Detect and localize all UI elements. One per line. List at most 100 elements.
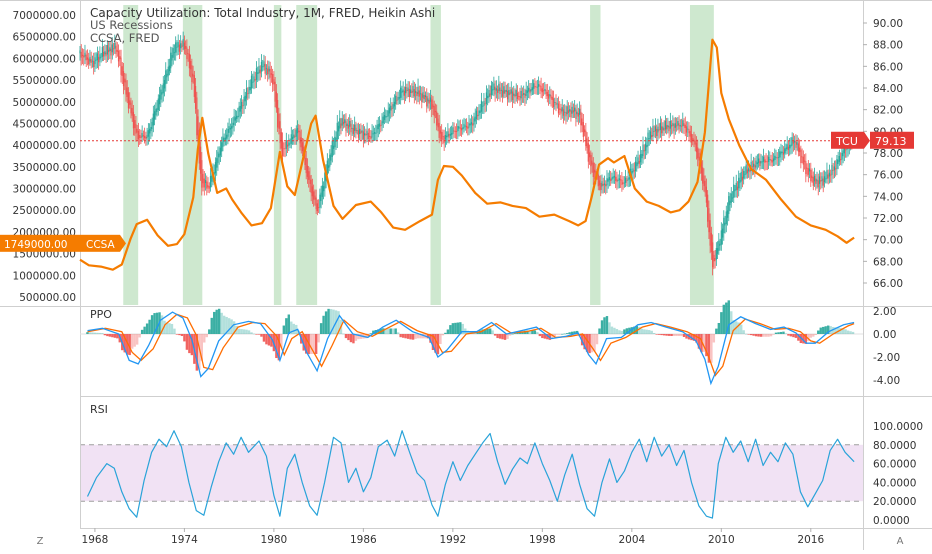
candle-body	[716, 248, 719, 254]
ppo-histogram-bar	[282, 325, 286, 334]
candle-body	[85, 54, 87, 61]
candle-body	[668, 126, 670, 132]
candle-body	[401, 91, 403, 93]
candle-body	[153, 111, 156, 120]
ppo-histogram-bar	[501, 334, 504, 340]
ppo-line[interactable]	[87, 311, 855, 386]
tcu-axis-tick: 66.00	[873, 278, 903, 290]
candle-body	[356, 130, 358, 132]
ppo-histogram-bar	[319, 323, 323, 334]
ppo-histogram-bar	[732, 320, 735, 334]
candle-body	[745, 164, 747, 175]
ppo-histogram-bar	[744, 333, 748, 335]
candle-body	[331, 140, 333, 157]
candle-body	[642, 144, 644, 157]
ppo-histogram-bar	[250, 332, 253, 334]
time-axis-tick: 2016	[797, 534, 824, 546]
candle-body	[229, 127, 231, 130]
candle-body	[286, 144, 289, 147]
ppo-histogram-bar	[317, 334, 320, 343]
candle-body	[689, 131, 691, 137]
zoom-corner-button[interactable]: Z	[37, 536, 44, 547]
candle-body	[610, 178, 612, 181]
candle-body	[536, 86, 538, 88]
candle-body	[648, 138, 650, 140]
ppo-histogram-bar	[608, 322, 611, 334]
candle-body	[126, 87, 128, 97]
candle-body	[805, 161, 807, 175]
candle-body	[454, 130, 456, 132]
candle-body	[720, 230, 722, 245]
ppo-histogram-bar	[762, 334, 765, 337]
ppo-histogram-bar	[208, 329, 211, 334]
candle-body	[314, 195, 316, 200]
ppo-histogram-bar	[851, 331, 855, 334]
ppo-histogram-bar	[712, 334, 716, 343]
candle-body	[406, 90, 408, 92]
candle-body	[741, 176, 744, 181]
candle-body	[270, 73, 272, 75]
candle-body	[115, 45, 117, 55]
candle-body	[743, 171, 745, 179]
candle-body	[413, 89, 415, 97]
candle-body	[749, 169, 751, 173]
ppo-histogram-bar	[685, 334, 688, 339]
ppo-histogram-bar	[834, 327, 837, 334]
candle-body	[581, 118, 583, 126]
ccsa-axis-tick: 3500000.00	[13, 162, 76, 174]
ppo-histogram-bar	[220, 312, 223, 334]
candle-body	[592, 162, 594, 177]
ppo-histogram-bar	[777, 332, 780, 334]
ppo-histogram-bar	[180, 334, 184, 337]
candle-body	[540, 85, 542, 91]
candle-body	[510, 89, 512, 94]
auto-scale-button[interactable]: A	[897, 536, 904, 547]
candle-body	[613, 175, 616, 178]
candle-body	[388, 107, 391, 114]
candle-body	[463, 123, 465, 129]
candle-body	[520, 90, 522, 99]
ppo-histogram-bar	[531, 330, 534, 334]
candle-body	[725, 211, 727, 225]
ppo-histogram-bar	[792, 334, 795, 338]
ccsa-line[interactable]	[79, 38, 855, 271]
candle-body	[796, 142, 798, 145]
ppo-histogram-bar	[444, 332, 447, 334]
ppo-histogram-bar	[96, 332, 99, 334]
candle-body	[181, 45, 183, 47]
candle-body	[383, 114, 386, 120]
candle-body	[335, 137, 337, 143]
ppo-histogram-bar	[108, 334, 112, 337]
candle-body	[621, 179, 623, 185]
candle-body	[500, 89, 502, 91]
ppo-histogram-bar	[222, 315, 226, 334]
ppo-histogram-bar	[170, 323, 174, 334]
ppo-histogram-bar	[260, 334, 263, 337]
candle-body	[368, 135, 371, 137]
ppo-histogram-bar	[633, 326, 636, 334]
candle-body	[237, 115, 239, 118]
candle-body	[840, 158, 842, 161]
ppo-histogram-bar	[255, 334, 258, 335]
candle-body	[457, 126, 459, 132]
candle-body	[216, 158, 218, 168]
candle-body	[245, 88, 248, 99]
candle-body	[393, 101, 396, 107]
candle-body	[559, 108, 561, 110]
candle-body	[81, 54, 84, 57]
candle-body	[106, 44, 108, 55]
candle-body	[641, 153, 643, 159]
recession-band-3	[296, 5, 318, 305]
rsi-line[interactable]	[86, 430, 855, 519]
ppo-histogram-bar	[605, 316, 609, 334]
candle-body	[659, 122, 662, 131]
candle-body	[770, 159, 772, 161]
ccsa-axis-tick: 4000000.00	[13, 140, 76, 152]
candle-body	[724, 222, 726, 226]
candle-body	[820, 180, 822, 182]
candle-body	[799, 147, 801, 153]
candle-body	[698, 152, 700, 161]
ppo-histogram-bar	[426, 334, 430, 339]
candle-body	[467, 126, 469, 129]
